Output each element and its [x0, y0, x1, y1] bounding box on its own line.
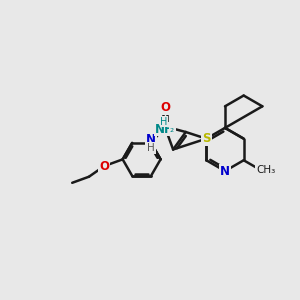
Text: CH₃: CH₃: [256, 165, 275, 175]
Text: H: H: [147, 143, 155, 153]
Text: ₂: ₂: [170, 124, 174, 134]
Text: S: S: [202, 132, 211, 145]
Text: N: N: [220, 165, 230, 178]
Text: O: O: [99, 160, 109, 172]
Text: H: H: [160, 117, 168, 127]
Text: O: O: [160, 101, 170, 114]
Text: NH: NH: [155, 122, 175, 136]
Text: N: N: [146, 133, 156, 146]
